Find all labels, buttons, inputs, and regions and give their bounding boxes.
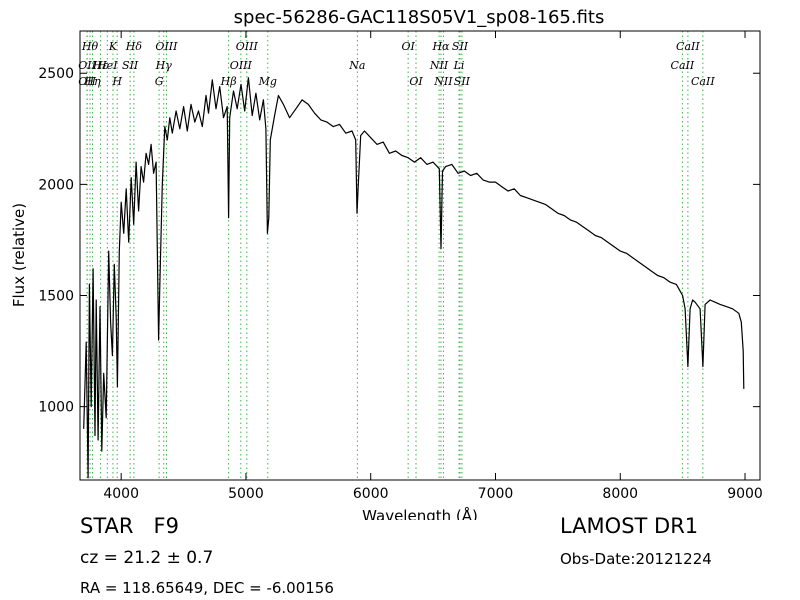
y-axis-ticks: 1000 1500 2000 2500 xyxy=(38,66,760,416)
line-marker-label: NII xyxy=(429,59,449,72)
x-axis-label: Wavelength (Å) xyxy=(362,506,478,520)
line-marker-label: Hε xyxy=(92,59,109,72)
line-marker-label: CaII xyxy=(691,75,715,88)
y-axis-label: Flux (relative) xyxy=(10,203,28,307)
y-tick-label: 2500 xyxy=(38,66,74,82)
line-marker-label: SII xyxy=(122,59,139,72)
x-axis-ticks: 4000 5000 6000 7000 8000 9000 xyxy=(103,31,763,502)
line-marker-label: G xyxy=(155,75,164,88)
line-marker-label: OIII xyxy=(230,59,253,72)
line-markers xyxy=(86,31,704,480)
catalog-name: LAMOST DR1 xyxy=(560,514,699,538)
line-marker-label: Hδ xyxy=(125,40,143,53)
chart-title: spec-56286-GAC118S05V1_sp08-165.fits xyxy=(234,7,605,28)
x-tick-label: 7000 xyxy=(478,486,514,502)
coordinates: RA = 118.65649, DEC = -6.00156 xyxy=(80,579,334,597)
spectrum-line xyxy=(83,77,745,479)
line-marker-label: Mg xyxy=(258,75,277,88)
line-marker-label: Hη xyxy=(83,75,101,88)
line-marker-label: K xyxy=(108,40,118,53)
x-tick-label: 9000 xyxy=(727,486,763,502)
plot-frame xyxy=(79,30,761,481)
line-marker-label: Li xyxy=(453,59,465,72)
object-class-line: STAR F9 xyxy=(80,514,179,538)
line-marker-label: Hγ xyxy=(155,59,173,72)
line-marker-label: SII xyxy=(454,75,471,88)
redshift-cz: cz = 21.2 ± 0.7 xyxy=(80,548,214,568)
line-marker-label: Hβ xyxy=(220,75,237,88)
y-tick-label: 1500 xyxy=(38,289,74,305)
y-tick-label: 2000 xyxy=(38,177,74,193)
line-marker-label: OI xyxy=(401,40,415,53)
line-marker-label: CaII xyxy=(676,40,700,53)
line-marker-label: OIII xyxy=(155,40,178,53)
x-tick-label: 8000 xyxy=(602,486,638,502)
line-marker-label: Hα xyxy=(431,40,450,53)
line-marker-label: CaII xyxy=(671,59,695,72)
line-marker-label: NII xyxy=(433,75,453,88)
spectrum-series xyxy=(83,77,745,479)
observation-date: Obs-Date:20121224 xyxy=(560,550,712,568)
x-tick-label: 6000 xyxy=(353,486,389,502)
object-subclass: F9 xyxy=(153,514,179,538)
line-marker-label: Na xyxy=(348,59,365,72)
x-tick-label: 4000 xyxy=(103,486,139,502)
line-marker-label: OI xyxy=(409,75,423,88)
line-marker-label: OII xyxy=(78,59,96,72)
line-marker-label: OII xyxy=(78,75,96,88)
line-marker-label: Hθ xyxy=(81,40,99,53)
line-marker-label: HeI xyxy=(96,59,118,72)
x-tick-label: 5000 xyxy=(228,486,264,502)
line-marker-label: H xyxy=(111,75,122,88)
y-tick-label: 1000 xyxy=(38,400,74,416)
line-marker-label: OIII xyxy=(236,40,259,53)
line-marker-label: SII xyxy=(452,40,469,53)
line-marker-labels: OIIOIIHθHηHεHeIKHSIIHδGHγOIIIHβOIIIOIIIM… xyxy=(78,40,715,88)
object-class: STAR xyxy=(80,514,134,538)
spectrum-chart: spec-56286-GAC118S05V1_sp08-165.fits OII… xyxy=(10,7,763,520)
